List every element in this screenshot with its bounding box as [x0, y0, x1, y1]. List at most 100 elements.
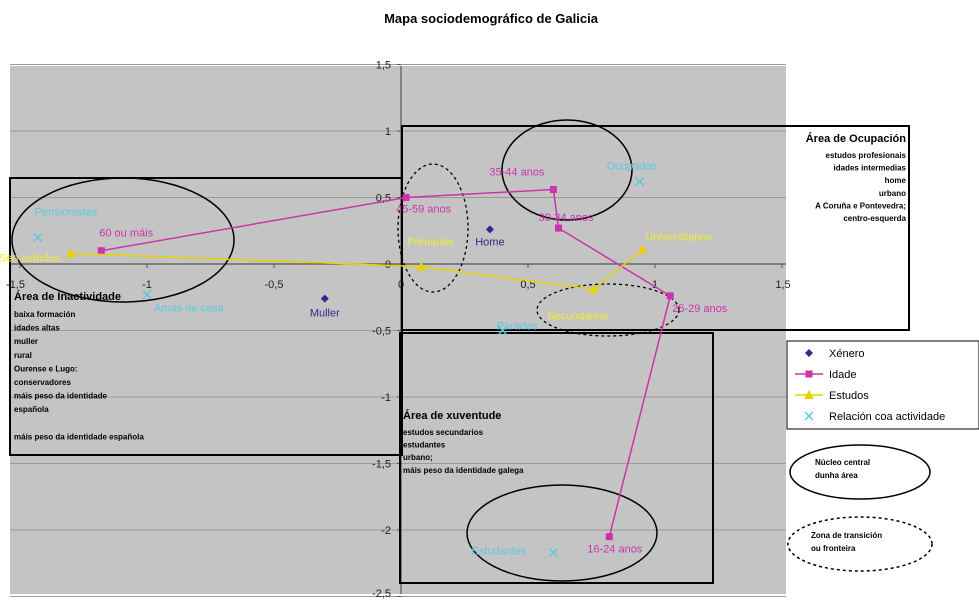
point-primarios: [416, 261, 427, 271]
series-estudos: Sen estudos Primarios Secundarios Universit…: [0, 231, 712, 322]
legend: Xénero Idade Estudos Relación coa actividad…: [786, 340, 979, 430]
series-xenero: Muller Home: [310, 225, 505, 320]
point-parados: [498, 325, 508, 336]
point-60-ou-mais: [97, 247, 105, 255]
point-secundarios: [589, 284, 600, 294]
point-label-16-24-anos: 16-24 anos: [587, 544, 643, 556]
y-tick-label-6: -1,5: [372, 459, 391, 471]
annotation-line-xuventude-3: máis peso da identidade galega: [403, 466, 524, 475]
ellipse-key: Núcleo central dunha área Zona de transi…: [787, 444, 933, 572]
annotation-line-inactividade-5: conservadores: [14, 378, 71, 387]
point-label-estudantes: Estudantes: [471, 546, 527, 558]
series-relacion-coa-actividade: Pensionistas Amas de casa Ocupados Parados E…: [33, 161, 658, 558]
core-ellipse-ocupacion: [501, 119, 633, 221]
legend-marker-relacion-coa-actividade: [804, 411, 814, 421]
point-pensionistas: [33, 232, 43, 242]
point-label-universitarios: Universitarios: [645, 231, 712, 243]
annotation-title-xuventude: Área de xuventude: [403, 409, 501, 422]
point-label-pensionistas: Pensionistas: [35, 206, 98, 218]
y-tick-label-5: -1: [381, 392, 391, 404]
point-ocupados: [635, 177, 645, 187]
legend-marker-relacion-coa-actividade-stroke-b: [804, 411, 814, 421]
point-label-muller: Muller: [310, 308, 340, 320]
annotation-line-inactividade-4: Ourense e Lugo:: [14, 364, 78, 373]
annotation-line-ocupacion-1: idades intermedias: [834, 164, 907, 173]
point-muller: [320, 294, 329, 303]
core-ellipse-xuventude: [466, 484, 658, 582]
chart-title: Mapa sociodemográfico de Galicia: [384, 11, 599, 26]
annotation-line-ocupacion-4: A Coruña e Pontevedra;: [815, 201, 906, 210]
point-universitarios: [637, 244, 648, 254]
annotation-line-xuventude-2: urbano;: [403, 453, 433, 462]
annotation-line-ocupacion-3: urbano: [879, 189, 906, 198]
x-tick-label-2: -0,5: [265, 279, 284, 291]
legend-label-estudos: Estudos: [829, 390, 869, 402]
point-label-ocupados: Ocupados: [607, 161, 658, 173]
series-idade: 60 ou máis 45-59 anos 35-44 anos 30-34 anos…: [97, 167, 728, 556]
annotation-line-inactividade-2: muller: [14, 337, 38, 346]
point-ocupados-stroke-b: [635, 177, 645, 187]
point-estudantes: [548, 548, 558, 558]
annotation-inactividade: Área de Inactividade baixa formación idade…: [14, 290, 144, 441]
point-label-25-29-anos: 25-29 anos: [672, 303, 728, 315]
point-pensionistas-stroke-b: [33, 232, 43, 242]
key-core-text-2: dunha área: [815, 471, 858, 480]
point-amas-de-casa: [142, 290, 152, 300]
transition-ellipse-primarios: [397, 163, 469, 293]
x-tick-label-5: 1: [652, 279, 658, 291]
y-tick-label-7: -2: [381, 525, 391, 537]
x-tick-label-1: -1: [142, 279, 152, 291]
area-inactividade-box: [9, 177, 403, 456]
annotation-line-inactividade-1: idades altas: [14, 324, 60, 333]
legend-marker-xenero: [805, 349, 813, 357]
point-30-34-anos: [554, 224, 562, 232]
point-label-30-34-anos: 30-34 anos: [538, 212, 594, 224]
annotation-line-inactividade-0: baixa formación: [14, 310, 75, 319]
series-line-estudos: [70, 248, 643, 291]
annotation-line-inactividade-9: máis peso da identidade española: [14, 432, 144, 441]
y-tick-label-0: 1,5: [376, 60, 391, 72]
legend-label-idade: Idade: [829, 369, 857, 381]
y-tick-label-1: 1: [385, 126, 391, 138]
point-label-amas-de-casa: Amas de casa: [154, 303, 225, 315]
data-series: Muller Home 60 ou máis 45-59 anos 35-44 anos…: [0, 161, 728, 558]
annotation-title-ocupacion: Área de Ocupación: [806, 132, 907, 145]
key-transition-ellipse: [787, 516, 933, 572]
legend-label-xenero: Xénero: [829, 348, 864, 360]
point-amas-de-casa-stroke-b: [142, 290, 152, 300]
point-parados-stroke-b: [498, 325, 508, 336]
point-35-44-anos: [549, 186, 557, 194]
legend-box: [786, 340, 979, 430]
core-ellipse-inactividade: [11, 177, 235, 303]
annotation-line-ocupacion-0: estudos profesionais: [826, 151, 907, 160]
point-label-secundarios: Secundarios: [547, 310, 609, 322]
point-label-parados: Parados: [497, 321, 538, 333]
annotation-line-ocupacion-5: centro-esquerda: [843, 214, 906, 223]
point-estudantes-stroke-b: [548, 548, 558, 558]
annotation-xuventude: Área de xuventude estudos secundarios estu…: [403, 409, 524, 475]
key-core-text-1: Núcleo central: [815, 458, 870, 467]
annotation-title-inactividade: Área de Inactividade: [14, 290, 121, 303]
legend-item-idade: Idade: [795, 369, 857, 381]
annotation-ocupacion: Área de Ocupación estudos profesionais ida…: [806, 132, 907, 223]
point-label-35-44-anos: 35-44 anos: [489, 167, 545, 179]
key-core-ellipse: [789, 444, 931, 500]
legend-marker-estudos: [804, 390, 814, 399]
x-tick-label-0: -1,5: [6, 279, 25, 291]
x-tick-label-6: 1,5: [775, 279, 790, 291]
point-45-59-anos: [402, 194, 410, 201]
point-label-45-59-anos: 45-59 anos: [396, 204, 452, 216]
point-label-home: Home: [475, 236, 504, 248]
point-label-60-ou-mais: 60 ou máis: [99, 228, 153, 240]
annotation-line-xuventude-1: estudantes: [403, 441, 446, 450]
point-sen-estudos: [65, 248, 76, 258]
point-label-sen-estudos: Sen estudos: [0, 252, 60, 264]
legend-item-estudos: Estudos: [795, 390, 869, 402]
point-home: [485, 225, 494, 234]
area-annotations: Área de Ocupación estudos profesionais ida…: [14, 132, 907, 475]
annotation-line-inactividade-3: rural: [14, 351, 32, 360]
annotation-line-xuventude-0: estudos secundarios: [403, 428, 484, 437]
y-tick-label-4: -0,5: [372, 326, 391, 338]
x-tick-label-4: 0,5: [520, 279, 535, 291]
area-xuventude-box: [399, 332, 714, 584]
